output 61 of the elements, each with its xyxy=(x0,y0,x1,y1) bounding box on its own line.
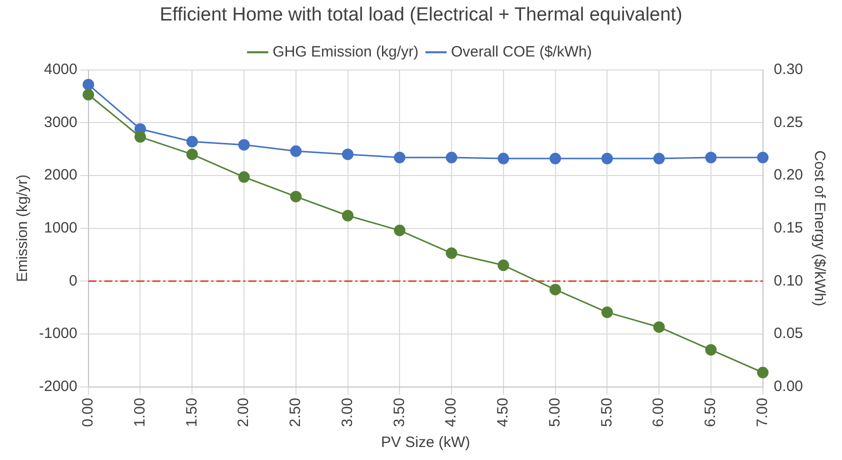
x-tick-label: 5.00 xyxy=(546,398,564,428)
point xyxy=(550,284,562,296)
x-tick-label: 3.00 xyxy=(338,398,356,428)
chart-title: Efficient Home with total load (Electrical + Thermal equivalent) xyxy=(160,4,682,26)
point xyxy=(394,152,406,164)
y2-tick-label: 0.30 xyxy=(774,60,804,78)
point xyxy=(757,152,769,164)
x-tick-label: 2.50 xyxy=(287,398,304,428)
x-tick-label: 5.50 xyxy=(598,398,616,428)
point xyxy=(238,171,250,183)
y2-axis-title: Cost of Energy ($/kWh) xyxy=(810,150,828,306)
point xyxy=(446,247,458,259)
point xyxy=(653,152,665,164)
point xyxy=(498,152,510,164)
x-tick-label: 0.00 xyxy=(80,398,97,428)
x-tick-label: 7.00 xyxy=(754,398,771,428)
y-tick-label: 0 xyxy=(69,272,78,290)
x-axis-title: PV Size (kW) xyxy=(380,434,470,452)
point xyxy=(394,224,406,236)
point xyxy=(342,148,354,160)
point xyxy=(705,344,717,356)
point xyxy=(342,210,354,222)
y-tick-label: -1000 xyxy=(38,325,78,342)
y2-tick-label: 0.25 xyxy=(774,114,804,131)
x-tick-label: 4.50 xyxy=(494,398,512,428)
point xyxy=(601,152,613,164)
y-tick-label: 4000 xyxy=(44,60,78,78)
y-tick-label: 2000 xyxy=(44,166,78,184)
y2-tick-label: 0.20 xyxy=(774,166,804,184)
x-tick-label: 1.50 xyxy=(183,398,200,428)
point xyxy=(705,152,717,164)
point xyxy=(238,139,250,151)
point xyxy=(550,152,562,164)
legend-label: Overall COE ($/kWh) xyxy=(451,43,592,60)
y-tick-label: -2000 xyxy=(38,378,78,395)
point xyxy=(186,136,198,148)
y2-tick-label: 0.10 xyxy=(774,272,804,290)
y2-tick-label: 0.05 xyxy=(774,325,804,342)
x-tick-label: 6.50 xyxy=(702,398,720,428)
x-tick-label: 4.00 xyxy=(442,398,460,428)
x-tick-label: 6.00 xyxy=(650,398,668,428)
y2-tick-label: 0.00 xyxy=(774,378,804,395)
x-tick-label: 2.00 xyxy=(235,398,252,428)
y-tick-label: 1000 xyxy=(44,219,78,236)
y-axis-title: Emission (kg/yr) xyxy=(14,174,32,282)
point xyxy=(290,190,302,202)
point xyxy=(653,321,665,333)
x-tick-label: 1.00 xyxy=(131,398,148,428)
x-tick-label: 3.50 xyxy=(390,398,408,428)
point xyxy=(601,306,613,318)
point xyxy=(757,366,769,378)
point xyxy=(498,260,510,272)
y2-tick-label: 0.15 xyxy=(774,219,804,236)
point xyxy=(290,145,302,157)
y-tick-label: 3000 xyxy=(44,114,78,131)
point xyxy=(134,131,146,143)
point xyxy=(82,78,94,90)
point xyxy=(186,148,198,160)
point xyxy=(82,88,94,100)
legend-label: GHG Emission (kg/yr) xyxy=(272,43,419,60)
point xyxy=(446,152,458,164)
